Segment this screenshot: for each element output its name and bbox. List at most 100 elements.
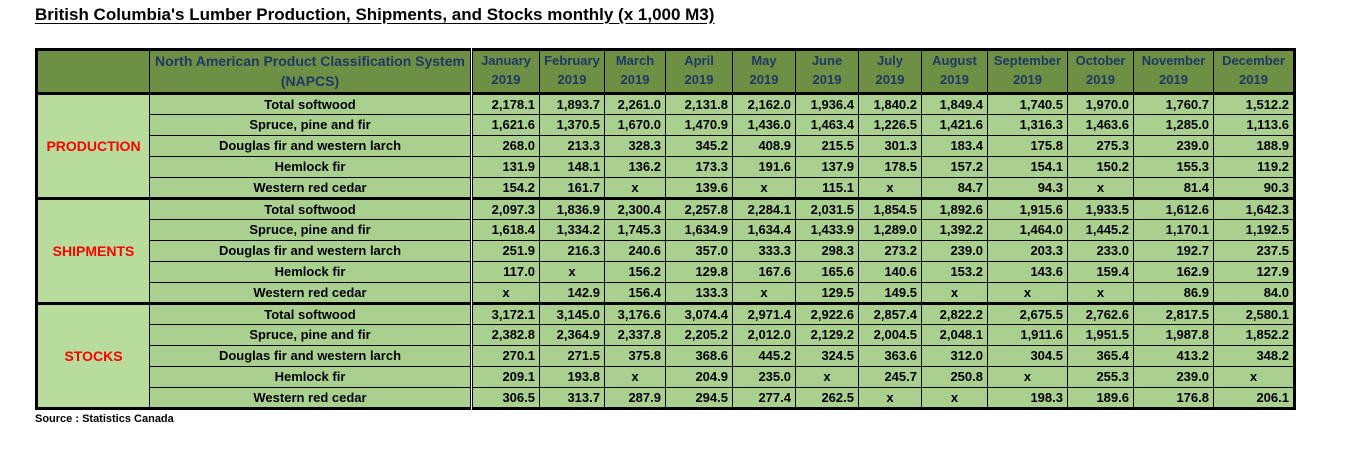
value-cell: x — [858, 176, 922, 199]
value-cell: 1,512.2 — [1213, 91, 1295, 115]
value-cell: 277.4 — [732, 386, 796, 409]
value-cell: 2,129.2 — [795, 323, 859, 346]
value-cell: 137.9 — [795, 155, 859, 178]
value-cell: 312.0 — [921, 344, 988, 367]
value-cell: x — [795, 365, 859, 388]
value-cell: 1,634.4 — [732, 218, 796, 241]
value-cell: 301.3 — [858, 134, 922, 157]
value-cell: x — [470, 281, 540, 304]
value-cell: 1,745.3 — [604, 218, 666, 241]
value-cell: 133.3 — [665, 281, 733, 304]
value-cell: 2,300.4 — [604, 196, 666, 220]
lumber-data-table: North American Product Classification Sy… — [35, 48, 1296, 410]
month-header-may: May 2019 — [732, 49, 796, 95]
table-row: STOCKS Total softwood 3,172.1 3,145.0 3,176.… — [36, 301, 1295, 409]
value-cell: 2,178.1 — [470, 91, 540, 115]
value-cell: 2,261.0 — [604, 91, 666, 115]
value-cell: 240.6 — [604, 239, 666, 262]
value-cell: 345.2 — [665, 134, 733, 157]
month-header-january: January 2019 — [470, 49, 540, 95]
value-cell: 1,289.0 — [858, 218, 922, 241]
month-header-october: October 2019 — [1067, 49, 1134, 95]
value-cell: 270.1 — [470, 344, 540, 367]
value-cell: 1,370.5 — [539, 113, 605, 136]
value-cell: 84.7 — [921, 176, 988, 199]
value-cell: 368.6 — [665, 344, 733, 367]
value-cell: 287.9 — [604, 386, 666, 409]
value-cell: 1,854.5 — [858, 196, 922, 220]
value-cell: 294.5 — [665, 386, 733, 409]
product-label-cell: Hemlock fir — [149, 260, 472, 283]
value-cell: 251.9 — [470, 239, 540, 262]
value-cell: x — [1067, 281, 1134, 304]
value-cell: x — [539, 260, 605, 283]
table-row: Spruce, pine and fir 2,382.8 2,364.9 2,337.… — [37, 323, 1295, 346]
value-cell: 142.9 — [539, 281, 605, 304]
value-cell: 375.8 — [604, 344, 666, 367]
value-cell: 413.2 — [1133, 344, 1214, 367]
value-cell: 2,031.5 — [795, 196, 859, 220]
page-title: British Columbia's Lumber Production, Sh… — [35, 5, 715, 24]
value-cell: 1,316.3 — [987, 113, 1068, 136]
value-cell: 1,840.2 — [858, 91, 922, 115]
value-cell: 1,334.2 — [539, 218, 605, 241]
value-cell: x — [604, 176, 666, 199]
month-header-april: April 2019 — [665, 49, 733, 95]
value-cell: 2,097.3 — [470, 196, 540, 220]
value-cell: 149.5 — [858, 281, 922, 304]
value-cell: 139.6 — [665, 176, 733, 199]
value-cell: 1,463.4 — [795, 113, 859, 136]
table-row: Western red cedar x 142.9 156.4 133.3 x 129.5 1… — [37, 281, 1295, 304]
value-cell: 127.9 — [1213, 260, 1295, 283]
value-cell: 3,176.6 — [604, 301, 666, 325]
value-cell: 324.5 — [795, 344, 859, 367]
value-cell: 2,205.2 — [665, 323, 733, 346]
value-cell: 357.0 — [665, 239, 733, 262]
value-cell: 2,162.0 — [732, 91, 796, 115]
value-cell: 178.5 — [858, 155, 922, 178]
product-label-cell: Spruce, pine and fir — [149, 218, 472, 241]
value-cell: 2,675.5 — [987, 301, 1068, 325]
value-cell: 84.0 — [1213, 281, 1295, 304]
value-cell: 365.4 — [1067, 344, 1134, 367]
value-cell: 1,392.2 — [921, 218, 988, 241]
value-cell: 115.1 — [795, 176, 859, 199]
month-header-march: March 2019 — [604, 49, 666, 95]
value-cell: 304.5 — [987, 344, 1068, 367]
value-cell: 129.8 — [665, 260, 733, 283]
value-cell: 209.1 — [470, 365, 540, 388]
value-cell: 2,364.9 — [539, 323, 605, 346]
value-cell: 1,470.9 — [665, 113, 733, 136]
month-header-november: November 2019 — [1133, 49, 1214, 95]
value-cell: 1,915.6 — [987, 196, 1068, 220]
value-cell: 255.3 — [1067, 365, 1134, 388]
value-cell: x — [732, 176, 796, 199]
value-cell: 156.4 — [604, 281, 666, 304]
value-cell: 306.5 — [470, 386, 540, 409]
value-cell: x — [1067, 176, 1134, 199]
product-label-cell: Hemlock fir — [149, 365, 472, 388]
table-row: Douglas fir and western larch 268.0 213.3 3… — [37, 134, 1295, 157]
value-cell: 157.2 — [921, 155, 988, 178]
section-label-production: PRODUCTION — [36, 91, 150, 199]
value-cell: 153.2 — [921, 260, 988, 283]
table-row: Spruce, pine and fir 1,618.4 1,334.2 1,745.… — [37, 218, 1295, 241]
value-cell: 136.2 — [604, 155, 666, 178]
product-label-cell: Douglas fir and western larch — [149, 134, 472, 157]
value-cell: 192.7 — [1133, 239, 1214, 262]
value-cell: 176.8 — [1133, 386, 1214, 409]
table-row: Western red cedar 306.5 313.7 287.9 294.5 277… — [37, 386, 1295, 409]
value-cell: 154.1 — [987, 155, 1068, 178]
value-cell: 161.7 — [539, 176, 605, 199]
value-cell: 1,226.5 — [858, 113, 922, 136]
section-label-shipments: SHIPMENTS — [36, 196, 150, 304]
value-cell: 148.1 — [539, 155, 605, 178]
table-row: PRODUCTION Total softwood 2,178.1 1,893.7 2,… — [36, 91, 1295, 199]
value-cell: 275.3 — [1067, 134, 1134, 157]
value-cell: 2,048.1 — [921, 323, 988, 346]
product-label-cell: Douglas fir and western larch — [149, 344, 472, 367]
value-cell: 2,922.6 — [795, 301, 859, 325]
value-cell: 175.8 — [987, 134, 1068, 157]
value-cell: 333.3 — [732, 239, 796, 262]
value-cell: 273.2 — [858, 239, 922, 262]
